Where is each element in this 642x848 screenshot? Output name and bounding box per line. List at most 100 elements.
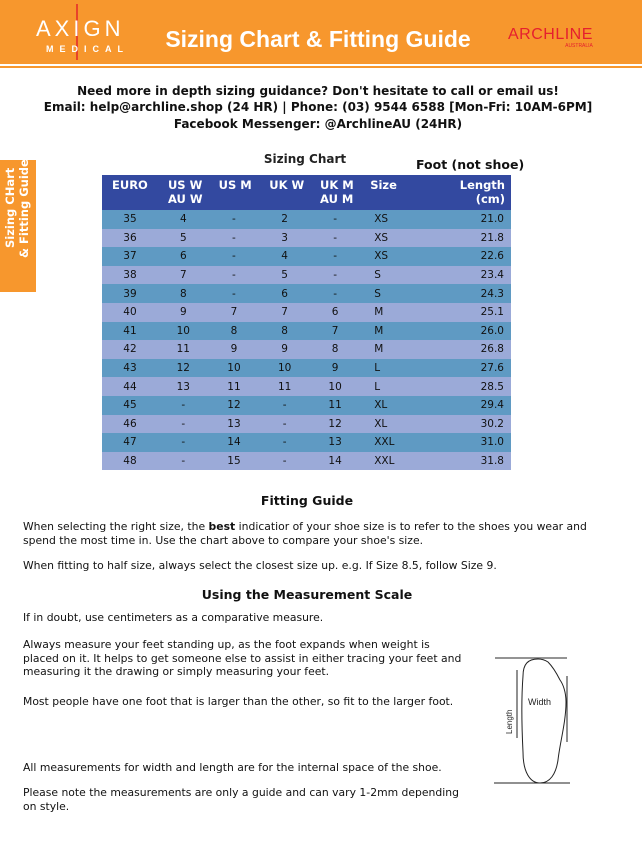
table-cell: 9 bbox=[157, 302, 209, 322]
table-cell: 46 bbox=[102, 414, 158, 434]
fitting-paragraph-2: When fitting to half size, always select… bbox=[23, 559, 497, 572]
table-cell: S bbox=[360, 265, 413, 285]
column-header-text: Size bbox=[370, 178, 397, 192]
width-label: Width bbox=[528, 697, 551, 707]
table-cell: 10 bbox=[310, 377, 361, 396]
table-cell: 41 bbox=[102, 321, 158, 341]
table-cell: 11 bbox=[208, 377, 260, 396]
table-cell: 39 bbox=[102, 284, 158, 303]
table-cell: 30.2 bbox=[412, 414, 511, 434]
axign-medical-logo: AXIGN MEDICAL bbox=[36, 4, 129, 60]
table-cell: - bbox=[310, 210, 361, 229]
table-cell: - bbox=[208, 284, 260, 303]
table-cell: 28.5 bbox=[412, 377, 511, 396]
table-cell: XL bbox=[360, 414, 413, 434]
column-header-text: AU M bbox=[320, 192, 354, 206]
table-cell: 10 bbox=[208, 358, 260, 378]
table-cell: XS bbox=[360, 210, 413, 229]
table-cell: 3 bbox=[259, 228, 311, 248]
table-row: 48-15-14 XXL 31.8 bbox=[102, 451, 511, 471]
column-header: US M bbox=[208, 175, 260, 210]
table-cell: 5 bbox=[157, 228, 209, 248]
table-cell: 48 bbox=[102, 451, 158, 471]
header-divider bbox=[0, 66, 642, 68]
table-cell: 7 bbox=[310, 321, 361, 341]
table-cell: 6 bbox=[310, 302, 361, 322]
logo-axign-text: AXIGN bbox=[36, 16, 125, 41]
table-cell: 23.4 bbox=[412, 265, 511, 285]
side-tab-line1: Sizing CHart bbox=[3, 167, 17, 248]
column-header: UK W bbox=[259, 175, 311, 210]
column-header: Size bbox=[360, 175, 413, 210]
side-tab-line2: & Fitting Guide bbox=[17, 159, 31, 258]
table-cell: 12 bbox=[157, 358, 209, 378]
bold-text: best bbox=[208, 520, 236, 533]
measurement-paragraph-1: If in doubt, use centimeters as a compar… bbox=[23, 611, 324, 624]
contact-intro: Need more in depth sizing guidance? Don'… bbox=[77, 84, 559, 98]
table-cell: 15 bbox=[208, 451, 260, 471]
table-cell: 10 bbox=[157, 321, 209, 341]
column-header-text: US M bbox=[218, 178, 252, 192]
table-cell: - bbox=[208, 265, 260, 285]
table-cell: XXL bbox=[360, 451, 413, 471]
table-row: 35 4-2- XS 21.0 bbox=[102, 210, 511, 229]
sizing-table: EURO US W AU W US M UK W UK M AU M Size Length (c… bbox=[102, 175, 511, 471]
table-cell: - bbox=[310, 284, 361, 303]
table-cell: S bbox=[360, 284, 413, 303]
table-cell: - bbox=[259, 414, 311, 434]
table-cell: M bbox=[360, 340, 413, 359]
table-cell: 9 bbox=[259, 340, 311, 359]
table-cell: 13 bbox=[157, 377, 209, 396]
table-cell: L bbox=[360, 377, 413, 396]
table-cell: 43 bbox=[102, 358, 158, 378]
table-cell: 12 bbox=[208, 395, 260, 415]
table-cell: 8 bbox=[259, 321, 311, 341]
measurement-paragraph-2: Always measure your feet standing up, as… bbox=[23, 638, 462, 678]
text: indicatior of your shoe size is to refer… bbox=[23, 520, 587, 547]
table-cell: 26.8 bbox=[412, 340, 511, 359]
table-cell: 31.0 bbox=[412, 433, 511, 452]
table-cell: 10 bbox=[259, 358, 311, 378]
table-cell: 22.6 bbox=[412, 247, 511, 266]
table-cell: 31.8 bbox=[412, 451, 511, 471]
header-banner: AXIGN MEDICAL Sizing Chart & Fitting Gui… bbox=[0, 0, 642, 64]
logo-medical-text: MEDICAL bbox=[46, 44, 129, 54]
table-row: 41 10 8 8 7 M 26.0 bbox=[102, 321, 511, 341]
column-header-text: US W bbox=[167, 178, 203, 192]
table-cell: XL bbox=[360, 395, 413, 415]
sizing-chart-title: Sizing Chart bbox=[263, 152, 347, 166]
table-cell: 38 bbox=[102, 265, 158, 285]
measurement-paragraph-3: Most people have one foot that is larger… bbox=[23, 695, 454, 708]
logo-accent-line bbox=[76, 4, 78, 60]
table-cell: 11 bbox=[157, 340, 209, 359]
table-cell: 4 bbox=[259, 247, 311, 266]
column-header: EURO bbox=[102, 175, 158, 210]
table-row: 45-12-11 XL 29.4 bbox=[102, 395, 511, 415]
table-cell: 6 bbox=[259, 284, 311, 303]
table-cell: XS bbox=[360, 228, 413, 248]
logo-archline-text: ARCHLINE bbox=[508, 26, 593, 43]
table-cell: 40 bbox=[102, 302, 158, 322]
foot-outline-icon bbox=[521, 658, 567, 784]
table-cell: 8 bbox=[310, 340, 361, 359]
table-cell: 12 bbox=[310, 414, 361, 434]
foot-not-shoe-label: Foot (not shoe) bbox=[416, 157, 525, 172]
table-cell: - bbox=[208, 210, 260, 229]
column-header-text: (cm) bbox=[475, 192, 505, 206]
table-cell: 21.8 bbox=[412, 228, 511, 248]
table-cell: M bbox=[360, 321, 413, 341]
table-row: 40 9 7 7 6 M 25.1 bbox=[102, 302, 511, 322]
table-cell: XXL bbox=[360, 433, 413, 452]
table-cell: 8 bbox=[208, 321, 260, 341]
table-cell: M bbox=[360, 302, 413, 322]
table-row: 38 7-5- S 23.4 bbox=[102, 265, 511, 285]
table-row: 43 12 10 10 9 L 27.6 bbox=[102, 358, 511, 378]
column-header-text: UK W bbox=[269, 178, 305, 192]
table-cell: 44 bbox=[102, 377, 158, 396]
column-header-text: UK M bbox=[320, 178, 354, 192]
table-cell: - bbox=[208, 228, 260, 248]
table-cell: 6 bbox=[157, 247, 209, 266]
table-header-row: EURO US W AU W US M UK W UK M AU M Size Length (c… bbox=[102, 175, 511, 210]
column-header: UK M AU M bbox=[310, 175, 361, 210]
table-cell: 37 bbox=[102, 247, 158, 266]
